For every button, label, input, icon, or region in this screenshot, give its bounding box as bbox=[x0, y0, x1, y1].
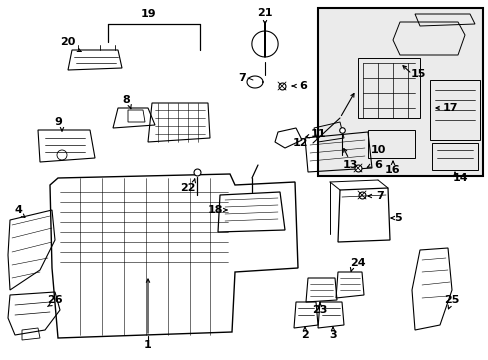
Text: 24: 24 bbox=[349, 258, 365, 268]
Text: 16: 16 bbox=[385, 165, 400, 175]
Text: 9: 9 bbox=[54, 117, 62, 127]
Bar bbox=[317, 8, 482, 176]
Text: 22: 22 bbox=[180, 183, 195, 193]
Text: 17: 17 bbox=[441, 103, 457, 113]
Text: 13: 13 bbox=[342, 160, 357, 170]
Text: 4: 4 bbox=[14, 205, 22, 215]
Text: 19: 19 bbox=[140, 9, 156, 19]
Text: 18: 18 bbox=[207, 205, 223, 215]
Text: 8: 8 bbox=[122, 95, 130, 105]
Text: 12: 12 bbox=[292, 138, 307, 148]
Text: 10: 10 bbox=[369, 145, 385, 155]
Text: 7: 7 bbox=[375, 191, 383, 201]
Text: 3: 3 bbox=[328, 330, 336, 340]
Text: 7: 7 bbox=[238, 73, 245, 83]
Text: 14: 14 bbox=[452, 173, 468, 183]
Text: 2: 2 bbox=[301, 330, 308, 340]
Text: 23: 23 bbox=[312, 305, 327, 315]
Text: 26: 26 bbox=[47, 295, 62, 305]
Text: 6: 6 bbox=[299, 81, 306, 91]
Text: 20: 20 bbox=[60, 37, 76, 47]
Text: 6: 6 bbox=[373, 160, 381, 170]
Text: 11: 11 bbox=[309, 129, 325, 139]
Text: 5: 5 bbox=[393, 213, 401, 223]
Text: 15: 15 bbox=[409, 69, 425, 79]
Text: 21: 21 bbox=[257, 8, 272, 18]
Text: 25: 25 bbox=[444, 295, 459, 305]
Text: 1: 1 bbox=[144, 340, 152, 350]
